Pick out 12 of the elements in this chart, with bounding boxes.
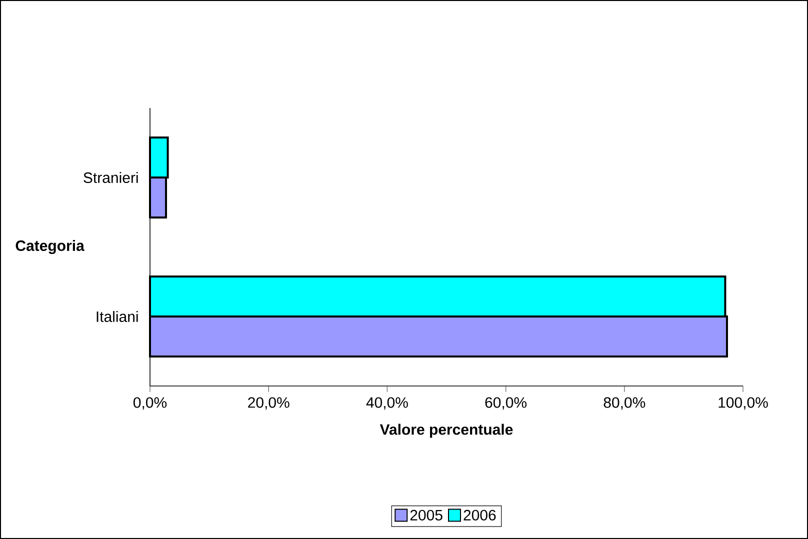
legend-label: 2006 xyxy=(464,510,496,520)
x-axis-title: Valore percentuale xyxy=(380,424,513,438)
x-tick-label: 80,0% xyxy=(604,397,646,410)
legend-label: 2005 xyxy=(410,510,442,520)
x-tick-label: 100,0% xyxy=(718,397,768,410)
y-axis-title: Categoria xyxy=(16,240,84,254)
x-tick-label: 60,0% xyxy=(485,397,527,410)
y-tick-label: Stranieri xyxy=(84,172,138,184)
x-tick-label: 20,0% xyxy=(248,397,290,410)
x-tick-label: 40,0% xyxy=(366,397,408,410)
y-tick-label: Italiani xyxy=(96,310,138,322)
x-tick-label: 0,0% xyxy=(133,397,167,410)
